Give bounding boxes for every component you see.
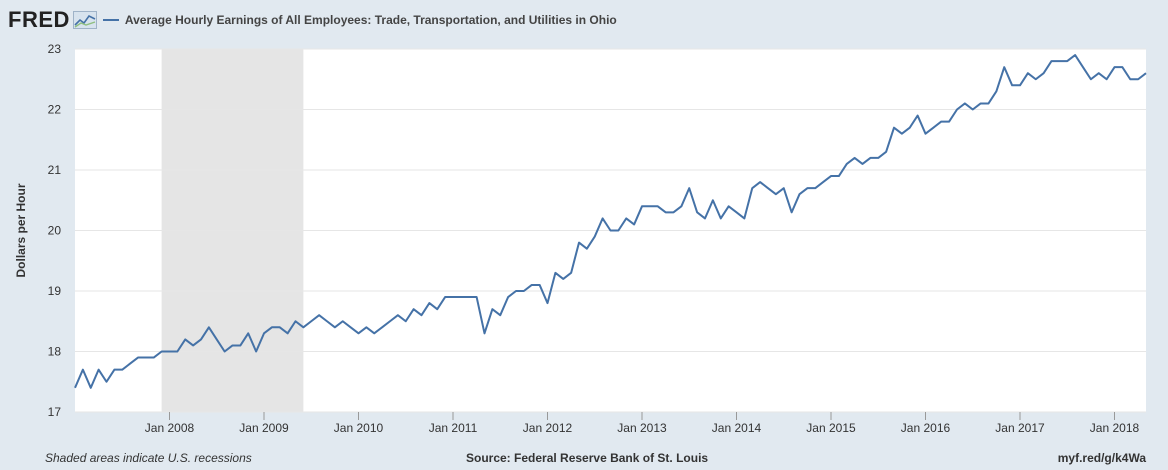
y-tick-label: 20 xyxy=(48,224,62,238)
short-link[interactable]: myf.red/g/k4Wa xyxy=(1057,451,1146,465)
legend-label[interactable]: Average Hourly Earnings of All Employees… xyxy=(124,13,617,27)
source-note: Source: Federal Reserve Bank of St. Loui… xyxy=(466,451,709,465)
y-tick-label: 17 xyxy=(48,405,62,419)
x-tick-label: Jan 2008 xyxy=(145,421,195,435)
y-tick-label: 23 xyxy=(48,42,62,56)
x-tick-label: Jan 2012 xyxy=(523,421,573,435)
series-line[interactable] xyxy=(74,54,1147,389)
y-tick-label: 21 xyxy=(48,163,62,177)
y-axis-title: Dollars per Hour xyxy=(14,183,28,277)
grid-lines xyxy=(75,48,1146,413)
fred-logo[interactable]: FRED xyxy=(8,7,70,32)
x-tick-label: Jan 2011 xyxy=(429,421,478,435)
x-tick-label: Jan 2016 xyxy=(901,421,951,435)
x-tick-label: Jan 2010 xyxy=(334,421,384,435)
x-tick-label: Jan 2014 xyxy=(712,421,762,435)
x-axis-ticks: Jan 2008 Jan 2009 Jan 2010 Jan 2011 Jan 2012… xyxy=(145,412,1140,435)
legend-swatch xyxy=(102,19,119,21)
y-tick-label: 19 xyxy=(48,284,62,298)
chart-line-icon xyxy=(72,11,97,29)
recession-note: Shaded areas indicate U.S. recessions xyxy=(45,451,252,465)
x-tick-label: Jan 2017 xyxy=(995,421,1045,435)
x-tick-label: Jan 2018 xyxy=(1090,421,1140,435)
chart-header: FRED Average Hourly Earnings of All Empl… xyxy=(8,6,617,34)
x-tick-label: Jan 2009 xyxy=(239,421,289,435)
x-tick-label: Jan 2015 xyxy=(806,421,856,435)
x-tick-label: Jan 2013 xyxy=(617,421,667,435)
chart-footer: Shaded areas indicate U.S. recessions So… xyxy=(0,451,1168,467)
y-axis-ticks: 17 18 19 20 21 22 23 xyxy=(48,42,62,419)
y-tick-label: 18 xyxy=(48,345,62,359)
y-tick-label: 22 xyxy=(48,103,62,117)
